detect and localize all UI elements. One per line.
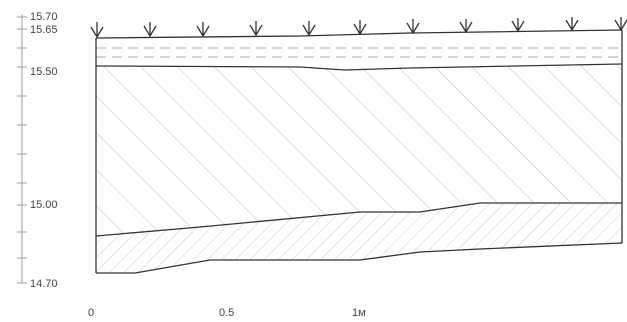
surface-arrow-icon <box>302 21 316 37</box>
surface-arrow-icon <box>459 19 473 34</box>
upper-boundary-line <box>95 63 623 71</box>
surface-arrow-icon <box>143 22 157 38</box>
surface-arrow-icon <box>511 18 525 33</box>
y-label-14-70: 14.70 <box>30 278 58 290</box>
surface-arrow-icon <box>406 19 420 35</box>
y-label-15-50: 15.50 <box>30 66 58 78</box>
surface-arrow-icon <box>90 22 104 39</box>
y-label-15-65: 15.65 <box>30 24 58 36</box>
surface-arrow-icon <box>614 17 627 32</box>
lower-boundary-line <box>96 242 623 274</box>
ground-surface-line <box>95 29 623 39</box>
scale-label-0-5: 0.5 <box>219 307 234 319</box>
scale-label-0: 0 <box>88 307 94 319</box>
top-dashed-band <box>96 47 622 58</box>
middle-boundary-line <box>95 202 622 237</box>
y-axis-ticks <box>17 16 27 284</box>
surface-arrow-icon <box>565 17 579 32</box>
diagonal-hatch-layer <box>96 64 622 236</box>
surface-arrow-icon <box>353 20 367 36</box>
scale-bar: 0 0.5 1м <box>88 307 366 319</box>
y-axis: 15.70 15.65 15.50 15.00 14.70 <box>17 11 58 290</box>
y-label-15-00: 15.00 <box>30 199 58 211</box>
cross-hatch-layer <box>96 203 622 273</box>
layers <box>96 47 622 273</box>
surface-symbols <box>90 17 627 39</box>
surface-arrow-icon <box>196 22 210 38</box>
surface-arrow-icon <box>249 21 263 37</box>
scale-label-1m: 1м <box>352 307 366 319</box>
y-label-15-70: 15.70 <box>30 11 58 23</box>
boundary-lines <box>95 29 623 274</box>
